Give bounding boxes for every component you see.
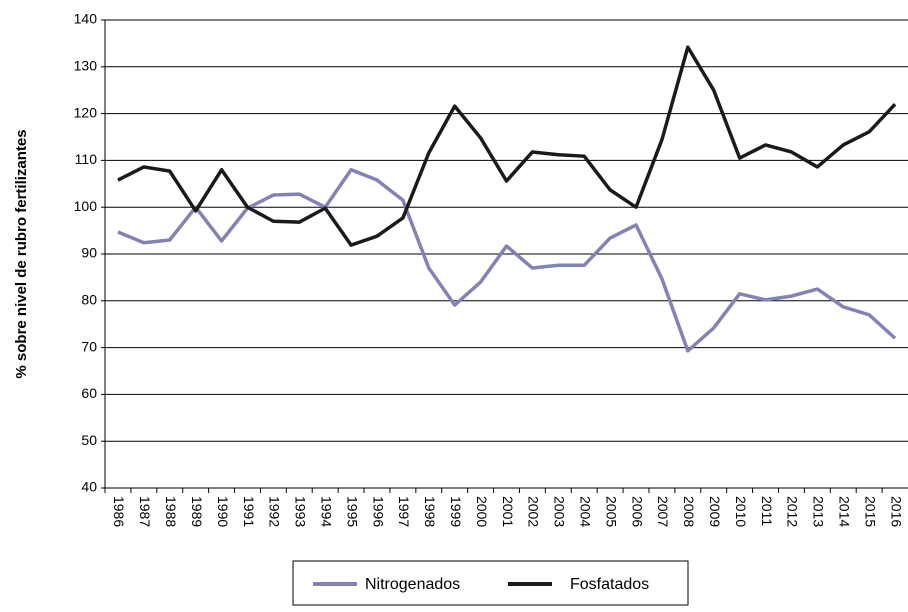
x-tick-label: 2011 <box>759 496 775 526</box>
x-tick-label: 1995 <box>344 496 360 527</box>
x-tick-label: 2003 <box>552 496 568 527</box>
legend-label: Fosfatados <box>570 576 649 593</box>
y-tick-label: 120 <box>74 104 98 120</box>
x-tick-label: 1986 <box>111 496 127 527</box>
x-tick-label: 2016 <box>888 496 904 527</box>
x-tick-label: 2001 <box>500 496 516 527</box>
x-tick-label: 1994 <box>318 496 334 527</box>
x-tick-label: 1991 <box>241 496 257 527</box>
y-tick-label: 60 <box>81 385 97 401</box>
y-tick-label: 100 <box>74 198 98 214</box>
legend-label: Nitrogenados <box>365 576 460 593</box>
x-tick-label: 1992 <box>267 496 283 527</box>
x-tick-label: 2012 <box>785 496 801 527</box>
x-tick-label: 2002 <box>526 496 542 527</box>
x-tick-label: 1999 <box>448 496 464 527</box>
x-tick-label: 1993 <box>293 496 309 527</box>
y-axis-label: % sobre nivel de rubro fertilizantes <box>13 129 30 378</box>
legend <box>292 560 689 606</box>
x-tick-label: 2009 <box>707 496 723 527</box>
x-tick-label: 1989 <box>189 496 205 527</box>
x-tick-label: 2000 <box>474 496 490 527</box>
x-tick-label: 2008 <box>681 496 697 527</box>
y-tick-label: 70 <box>81 338 97 354</box>
x-tick-label: 1996 <box>370 496 386 527</box>
series-line <box>117 45 897 247</box>
x-tick-label: 1990 <box>215 496 231 527</box>
x-tick-label: 2013 <box>811 496 827 527</box>
y-tick-label: 90 <box>81 245 97 261</box>
x-tick-label: 2004 <box>578 496 594 527</box>
x-tick-label: 1988 <box>163 496 179 527</box>
x-tick-label: 1998 <box>422 496 438 527</box>
x-tick-label: 2015 <box>862 496 878 527</box>
x-tick-label: 2010 <box>733 496 749 527</box>
x-tick-label: 2014 <box>837 496 853 527</box>
x-tick-label: 2007 <box>655 496 671 527</box>
x-tick-label: 1997 <box>396 496 412 527</box>
series-line <box>117 168 897 353</box>
y-tick-label: 140 <box>74 11 98 27</box>
y-tick-label: 130 <box>74 58 98 74</box>
y-tick-label: 110 <box>75 151 98 167</box>
y-tick-label: 80 <box>81 292 97 308</box>
x-tick-label: 2006 <box>629 496 645 527</box>
x-tick-label: 1987 <box>137 496 153 527</box>
y-tick-label: 50 <box>81 432 97 448</box>
y-tick-label: 40 <box>81 479 97 495</box>
x-tick-label: 2005 <box>603 496 619 527</box>
